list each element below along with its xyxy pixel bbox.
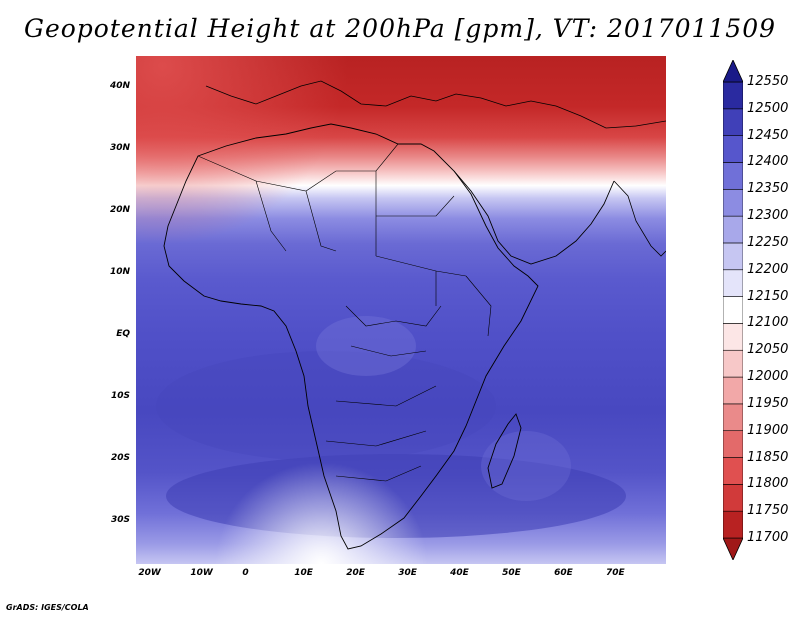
- lon-tick-label: 0: [242, 568, 249, 578]
- colorbar-level-label: 11900: [747, 422, 789, 438]
- colorbar-band: [723, 430, 743, 458]
- colorbar-level-label: 11750: [747, 503, 789, 519]
- lon-tick-label: 50E: [502, 568, 521, 578]
- lat-tick-label: 20S: [110, 452, 130, 463]
- lat-tick-label: 40N: [109, 80, 130, 91]
- colorbar-level-label: 12350: [747, 181, 789, 197]
- lat-tick-label: EQ: [116, 328, 130, 339]
- colorbar-level-label: 12400: [747, 154, 789, 170]
- colorbar-band: [723, 376, 743, 405]
- colorbar-band: [723, 188, 743, 217]
- colorbar-band: [723, 135, 743, 163]
- colorbar-level-label: 11700: [747, 530, 789, 545]
- lat-tick-label: 30N: [109, 142, 130, 153]
- lon-tick-label: 60E: [554, 568, 573, 578]
- colorbar: [723, 60, 743, 560]
- colorbar-level-label: 12000: [747, 369, 789, 385]
- colorbar-level-label: 11850: [747, 449, 789, 465]
- colorbar-level-label: 12500: [747, 100, 789, 116]
- colorbar-band: [723, 349, 743, 378]
- country-borders: [197, 143, 492, 482]
- colorbar-band: [723, 323, 743, 351]
- colorbar-level-label: 11800: [747, 476, 789, 492]
- colorbar-band: [723, 215, 743, 244]
- lat-tick-label: 20N: [109, 204, 130, 215]
- lon-tick-label: 20E: [346, 568, 365, 578]
- colorbar-band: [723, 162, 743, 190]
- map-panel: [136, 56, 667, 564]
- colorbar-band: [723, 269, 743, 297]
- lon-tick-label: 10E: [294, 568, 313, 578]
- lon-tick-label: 30E: [398, 568, 417, 578]
- colorbar-band: [723, 484, 743, 512]
- colorbar-band: [723, 510, 743, 539]
- geopotential-field-map: [136, 56, 667, 564]
- colorbar-lower-extend: [723, 537, 743, 560]
- lat-tick-label: 30S: [110, 514, 130, 525]
- colorbar-band: [723, 296, 743, 324]
- colorbar-upper-extend: [723, 60, 743, 83]
- colorbar-band: [723, 457, 743, 485]
- colorbar-level-label: 11950: [747, 395, 789, 411]
- colorbar-band: [723, 108, 743, 136]
- colorbar-level-label: 12150: [747, 288, 789, 304]
- colorbar-band: [723, 242, 743, 271]
- lon-tick-label: 40E: [450, 568, 469, 578]
- lat-tick-label: 10S: [110, 390, 130, 401]
- colorbar-band: [723, 403, 743, 432]
- coastline-india: [613, 180, 667, 257]
- colorbar-level-label: 12550: [747, 74, 789, 89]
- lat-tick-label: 10N: [109, 266, 130, 277]
- coastline-madagascar: [487, 413, 522, 489]
- colorbar-level-label: 12100: [747, 315, 789, 331]
- colorbar-band: [723, 81, 743, 110]
- coastline-arabia: [453, 170, 615, 265]
- southern-boundary-glow: [136, 56, 666, 564]
- grads-credit: GrADS: IGES/COLA: [6, 603, 89, 612]
- coastline-mediterranean-europe: [205, 80, 667, 129]
- chart-title: Geopotential Height at 200hPa [gpm], VT:…: [23, 14, 777, 43]
- lon-tick-label: 10W: [190, 568, 213, 578]
- colorbar-level-label: 12450: [747, 127, 789, 143]
- colorbar-level-label: 12200: [747, 261, 789, 277]
- colorbar-level-label: 12300: [747, 208, 789, 224]
- coastline-africa: [163, 123, 539, 550]
- colorbar-level-label: 12050: [747, 342, 789, 358]
- lon-tick-label: 70E: [606, 568, 625, 578]
- colorbar-level-label: 12250: [747, 234, 789, 250]
- lon-tick-label: 20W: [138, 568, 161, 578]
